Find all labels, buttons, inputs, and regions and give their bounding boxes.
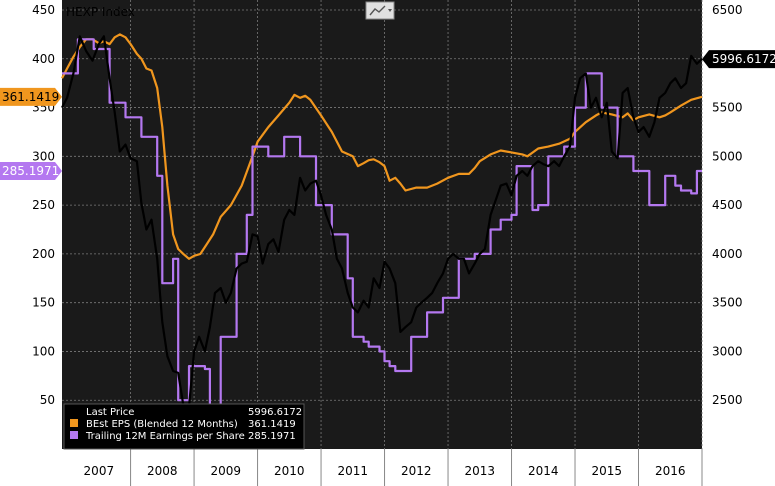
left-tick-label: 400 — [32, 52, 55, 66]
legend-series-value: 361.1419 — [248, 419, 296, 430]
value-tags: 5996.6172 361.1419 285.1971 — [0, 50, 775, 180]
x-axis-ticks: 2007 2008 2009 2010 2011 2012 2013 2014 2015 2016 — [84, 449, 703, 486]
right-tick-label: 6500 — [712, 3, 743, 17]
right-tick-label: 3000 — [712, 344, 743, 358]
chevron-down-icon — [388, 9, 392, 12]
line-chart-icon — [369, 5, 386, 16]
right-tick-label: 5000 — [712, 149, 743, 163]
x-tick-label: 2014 — [528, 464, 559, 478]
right-tick-label: 4500 — [712, 198, 743, 212]
x-tick-label: 2011 — [338, 464, 369, 478]
x-tick-label: 2009 — [211, 464, 242, 478]
right-tick-label: 5500 — [712, 101, 743, 115]
right-tick-label: 3500 — [712, 296, 743, 310]
left-tick-label: 450 — [32, 3, 55, 17]
x-tick-label: 2015 — [591, 464, 622, 478]
x-axis-panel — [0, 449, 775, 486]
legend: Last Price 5996.6172 BEst EPS (Blended 12 … — [63, 403, 305, 450]
x-tick-label: 2016 — [655, 464, 686, 478]
left-tick-label: 250 — [32, 198, 55, 212]
right-axis-ticks: 250030003500400045005000550060006500 — [712, 3, 743, 407]
left-tick-label: 150 — [32, 296, 55, 310]
right-axis-panel — [702, 0, 775, 486]
legend-swatch — [70, 419, 78, 427]
legend-series-value: 5996.6172 — [248, 407, 302, 418]
left-tick-label: 100 — [32, 344, 55, 358]
chart-menu-button[interactable] — [365, 1, 395, 20]
legend-series-name: BEst EPS (Blended 12 Months) — [86, 419, 238, 430]
left-axis-panel — [0, 0, 62, 486]
right-tick-label: 2500 — [712, 393, 743, 407]
left-tick-label: 200 — [32, 247, 55, 261]
legend-series-name: Trailing 12M Earnings per Share — [85, 431, 245, 442]
right-value-tag-text: 5996.6172 — [712, 52, 775, 66]
series-line-0 — [61, 35, 703, 409]
legend-swatch — [70, 407, 78, 415]
x-tick-label: 2010 — [274, 464, 305, 478]
left-tick-label: 50 — [40, 393, 55, 407]
left-tick-label: 300 — [32, 149, 55, 163]
left-value-tag: 361.1419 — [0, 87, 62, 106]
left-value-tag-text: 285.1971 — [2, 164, 59, 178]
right-value-tag: 5996.6172 — [702, 50, 775, 69]
series-layer — [61, 33, 703, 409]
left-value-tag: 285.1971 — [0, 161, 62, 180]
x-tick-label: 2013 — [465, 464, 496, 478]
legend-series-value: 285.1971 — [248, 431, 296, 442]
x-tick-label: 2008 — [147, 464, 178, 478]
right-tick-label: 4000 — [712, 247, 743, 261]
legend-box — [63, 403, 305, 450]
left-value-tag-text: 361.1419 — [2, 90, 59, 104]
grid — [62, 0, 703, 449]
legend-swatch — [70, 431, 78, 439]
plot-area — [62, 0, 702, 449]
series-line-1 — [61, 33, 703, 260]
x-tick-label: 2012 — [401, 464, 432, 478]
legend-series-name: Last Price — [86, 407, 134, 418]
chart-title: HEXP Index — [66, 5, 135, 19]
x-tick-label: 2007 — [84, 464, 115, 478]
